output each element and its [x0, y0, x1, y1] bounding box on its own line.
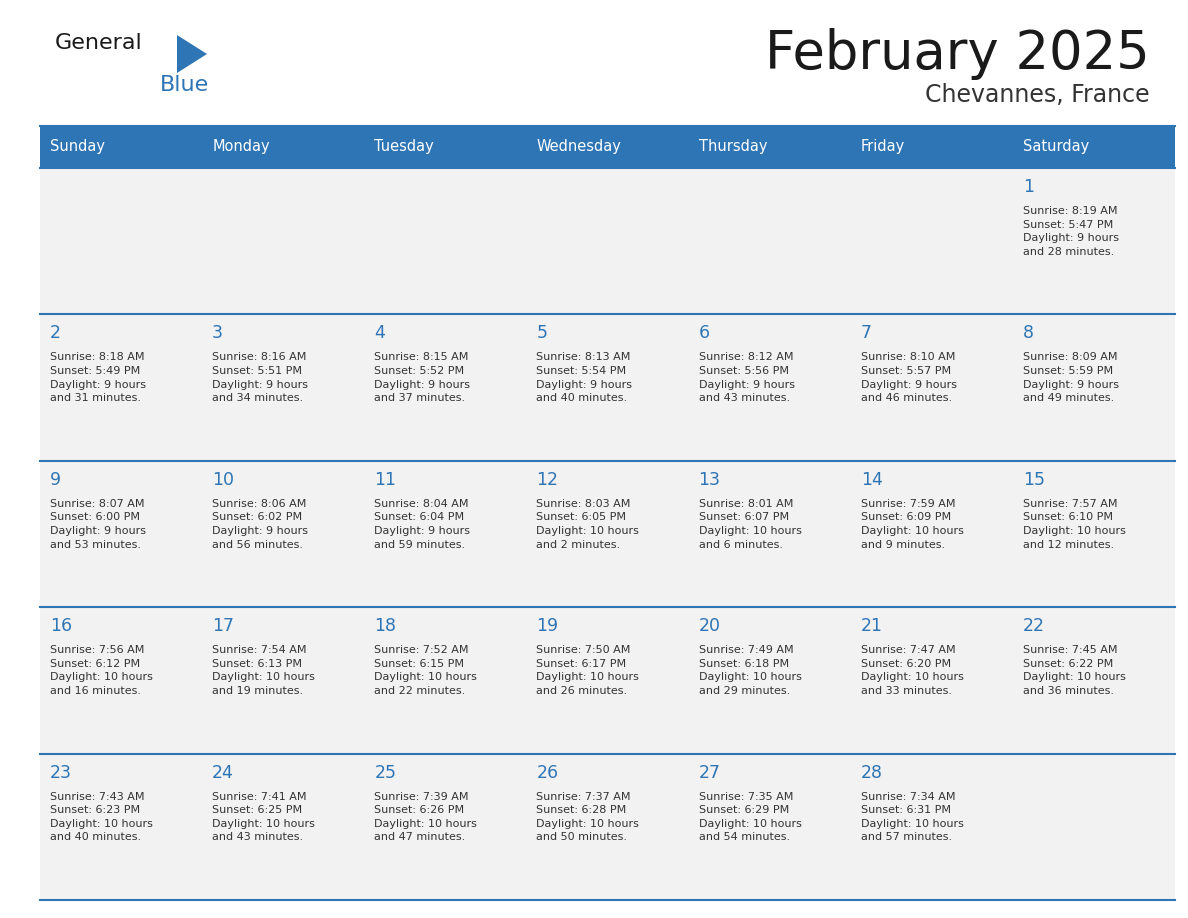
Text: 26: 26 — [537, 764, 558, 781]
Text: Sunrise: 8:06 AM
Sunset: 6:02 PM
Daylight: 9 hours
and 56 minutes.: Sunrise: 8:06 AM Sunset: 6:02 PM Dayligh… — [213, 498, 308, 550]
Text: 17: 17 — [213, 617, 234, 635]
Text: Sunrise: 8:16 AM
Sunset: 5:51 PM
Daylight: 9 hours
and 34 minutes.: Sunrise: 8:16 AM Sunset: 5:51 PM Dayligh… — [213, 353, 308, 403]
Text: Sunrise: 8:04 AM
Sunset: 6:04 PM
Daylight: 9 hours
and 59 minutes.: Sunrise: 8:04 AM Sunset: 6:04 PM Dayligh… — [374, 498, 470, 550]
Text: Sunrise: 7:59 AM
Sunset: 6:09 PM
Daylight: 10 hours
and 9 minutes.: Sunrise: 7:59 AM Sunset: 6:09 PM Dayligh… — [861, 498, 963, 550]
Text: Tuesday: Tuesday — [374, 140, 434, 154]
Text: Chevannes, France: Chevannes, France — [925, 83, 1150, 107]
Text: 19: 19 — [537, 617, 558, 635]
Text: Sunrise: 8:10 AM
Sunset: 5:57 PM
Daylight: 9 hours
and 46 minutes.: Sunrise: 8:10 AM Sunset: 5:57 PM Dayligh… — [861, 353, 956, 403]
Text: Wednesday: Wednesday — [537, 140, 621, 154]
Text: 18: 18 — [374, 617, 397, 635]
Text: 1: 1 — [1023, 178, 1034, 196]
Text: Sunrise: 7:45 AM
Sunset: 6:22 PM
Daylight: 10 hours
and 36 minutes.: Sunrise: 7:45 AM Sunset: 6:22 PM Dayligh… — [1023, 645, 1126, 696]
Text: Blue: Blue — [160, 75, 209, 95]
Bar — [40, 168, 1175, 314]
Text: Sunrise: 7:50 AM
Sunset: 6:17 PM
Daylight: 10 hours
and 26 minutes.: Sunrise: 7:50 AM Sunset: 6:17 PM Dayligh… — [537, 645, 639, 696]
Text: 12: 12 — [537, 471, 558, 488]
Text: 10: 10 — [213, 471, 234, 488]
Bar — [40, 126, 1175, 168]
Text: 28: 28 — [861, 764, 883, 781]
Text: Sunrise: 8:09 AM
Sunset: 5:59 PM
Daylight: 9 hours
and 49 minutes.: Sunrise: 8:09 AM Sunset: 5:59 PM Dayligh… — [1023, 353, 1119, 403]
Text: 25: 25 — [374, 764, 397, 781]
Text: 13: 13 — [699, 471, 721, 488]
Bar — [40, 754, 1175, 900]
Text: Sunrise: 8:07 AM
Sunset: 6:00 PM
Daylight: 9 hours
and 53 minutes.: Sunrise: 8:07 AM Sunset: 6:00 PM Dayligh… — [50, 498, 146, 550]
Text: Sunrise: 8:13 AM
Sunset: 5:54 PM
Daylight: 9 hours
and 40 minutes.: Sunrise: 8:13 AM Sunset: 5:54 PM Dayligh… — [537, 353, 632, 403]
Text: 4: 4 — [374, 324, 385, 342]
Text: 9: 9 — [50, 471, 61, 488]
Text: 11: 11 — [374, 471, 397, 488]
Text: Saturday: Saturday — [1023, 140, 1089, 154]
Text: Friday: Friday — [861, 140, 905, 154]
Text: 22: 22 — [1023, 617, 1045, 635]
Text: 21: 21 — [861, 617, 883, 635]
Text: Sunrise: 8:03 AM
Sunset: 6:05 PM
Daylight: 10 hours
and 2 minutes.: Sunrise: 8:03 AM Sunset: 6:05 PM Dayligh… — [537, 498, 639, 550]
Text: 27: 27 — [699, 764, 721, 781]
Text: 3: 3 — [213, 324, 223, 342]
Text: 6: 6 — [699, 324, 709, 342]
Bar — [40, 461, 1175, 607]
Text: Sunrise: 7:54 AM
Sunset: 6:13 PM
Daylight: 10 hours
and 19 minutes.: Sunrise: 7:54 AM Sunset: 6:13 PM Dayligh… — [213, 645, 315, 696]
Text: Sunrise: 7:41 AM
Sunset: 6:25 PM
Daylight: 10 hours
and 43 minutes.: Sunrise: 7:41 AM Sunset: 6:25 PM Dayligh… — [213, 791, 315, 843]
Text: Sunrise: 7:52 AM
Sunset: 6:15 PM
Daylight: 10 hours
and 22 minutes.: Sunrise: 7:52 AM Sunset: 6:15 PM Dayligh… — [374, 645, 478, 696]
Text: 20: 20 — [699, 617, 721, 635]
Text: 15: 15 — [1023, 471, 1045, 488]
Text: Sunrise: 7:35 AM
Sunset: 6:29 PM
Daylight: 10 hours
and 54 minutes.: Sunrise: 7:35 AM Sunset: 6:29 PM Dayligh… — [699, 791, 802, 843]
Text: Sunrise: 8:01 AM
Sunset: 6:07 PM
Daylight: 10 hours
and 6 minutes.: Sunrise: 8:01 AM Sunset: 6:07 PM Dayligh… — [699, 498, 802, 550]
Text: Sunrise: 7:34 AM
Sunset: 6:31 PM
Daylight: 10 hours
and 57 minutes.: Sunrise: 7:34 AM Sunset: 6:31 PM Dayligh… — [861, 791, 963, 843]
Text: Sunrise: 7:39 AM
Sunset: 6:26 PM
Daylight: 10 hours
and 47 minutes.: Sunrise: 7:39 AM Sunset: 6:26 PM Dayligh… — [374, 791, 478, 843]
Text: Sunrise: 8:12 AM
Sunset: 5:56 PM
Daylight: 9 hours
and 43 minutes.: Sunrise: 8:12 AM Sunset: 5:56 PM Dayligh… — [699, 353, 795, 403]
Text: 24: 24 — [213, 764, 234, 781]
Text: Sunrise: 7:49 AM
Sunset: 6:18 PM
Daylight: 10 hours
and 29 minutes.: Sunrise: 7:49 AM Sunset: 6:18 PM Dayligh… — [699, 645, 802, 696]
Text: Sunrise: 7:47 AM
Sunset: 6:20 PM
Daylight: 10 hours
and 33 minutes.: Sunrise: 7:47 AM Sunset: 6:20 PM Dayligh… — [861, 645, 963, 696]
Text: General: General — [55, 33, 143, 53]
Text: 23: 23 — [50, 764, 72, 781]
Text: Monday: Monday — [213, 140, 270, 154]
Bar — [40, 314, 1175, 461]
Text: Sunrise: 8:15 AM
Sunset: 5:52 PM
Daylight: 9 hours
and 37 minutes.: Sunrise: 8:15 AM Sunset: 5:52 PM Dayligh… — [374, 353, 470, 403]
Text: 14: 14 — [861, 471, 883, 488]
Text: 16: 16 — [50, 617, 72, 635]
Text: 7: 7 — [861, 324, 872, 342]
Text: Sunrise: 8:18 AM
Sunset: 5:49 PM
Daylight: 9 hours
and 31 minutes.: Sunrise: 8:18 AM Sunset: 5:49 PM Dayligh… — [50, 353, 146, 403]
Bar — [40, 607, 1175, 754]
Text: 2: 2 — [50, 324, 61, 342]
Text: Sunrise: 7:56 AM
Sunset: 6:12 PM
Daylight: 10 hours
and 16 minutes.: Sunrise: 7:56 AM Sunset: 6:12 PM Dayligh… — [50, 645, 153, 696]
Text: Sunrise: 7:43 AM
Sunset: 6:23 PM
Daylight: 10 hours
and 40 minutes.: Sunrise: 7:43 AM Sunset: 6:23 PM Dayligh… — [50, 791, 153, 843]
Text: Sunrise: 7:57 AM
Sunset: 6:10 PM
Daylight: 10 hours
and 12 minutes.: Sunrise: 7:57 AM Sunset: 6:10 PM Dayligh… — [1023, 498, 1126, 550]
Text: Thursday: Thursday — [699, 140, 767, 154]
Text: Sunrise: 8:19 AM
Sunset: 5:47 PM
Daylight: 9 hours
and 28 minutes.: Sunrise: 8:19 AM Sunset: 5:47 PM Dayligh… — [1023, 206, 1119, 257]
Text: 8: 8 — [1023, 324, 1034, 342]
Text: Sunrise: 7:37 AM
Sunset: 6:28 PM
Daylight: 10 hours
and 50 minutes.: Sunrise: 7:37 AM Sunset: 6:28 PM Dayligh… — [537, 791, 639, 843]
Polygon shape — [177, 35, 207, 73]
Text: Sunday: Sunday — [50, 140, 105, 154]
Text: 5: 5 — [537, 324, 548, 342]
Text: February 2025: February 2025 — [765, 28, 1150, 80]
